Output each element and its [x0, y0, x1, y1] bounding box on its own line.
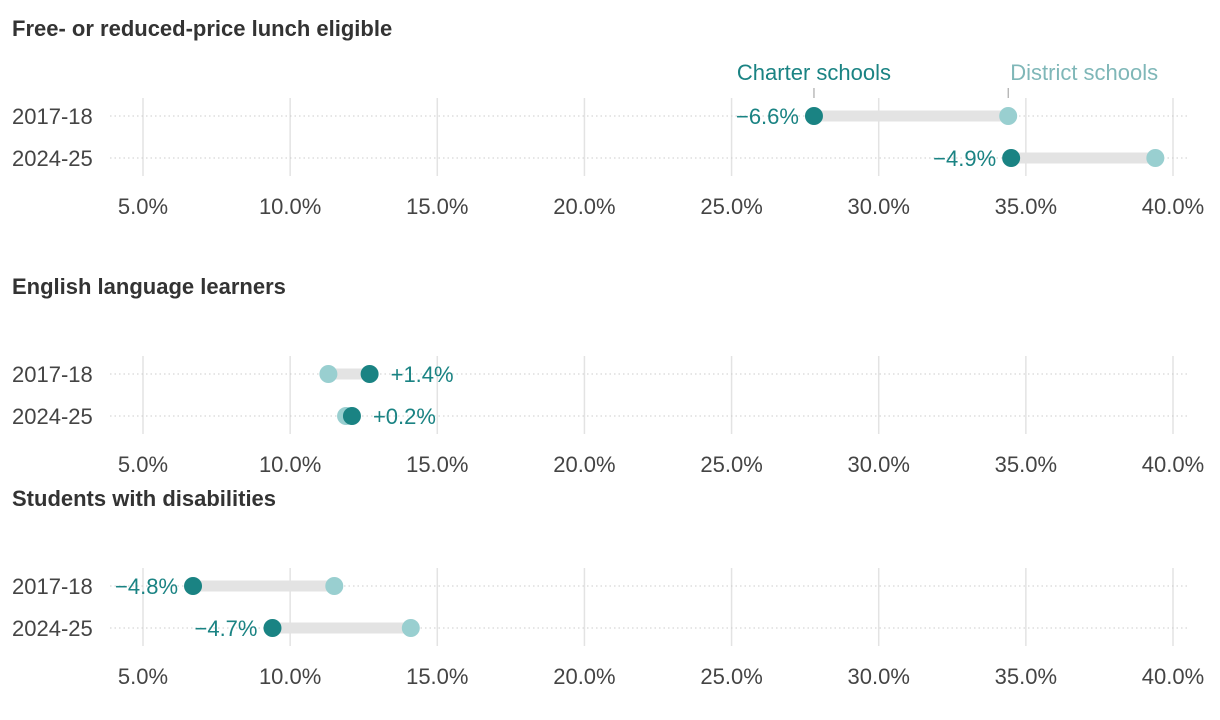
panel-2: English language learners 5.0% 10.0% 15.0% 2…: [12, 274, 1204, 477]
panel-1: Free- or reduced-price lunch eligible 5.0…: [12, 16, 1204, 219]
dumbbell-row: 2017-18 −4.8%: [12, 574, 344, 599]
row-label: 2017-18: [12, 362, 93, 387]
dumbbell-row: 2024-25 −4.9%: [12, 146, 1165, 171]
district-dot: [325, 577, 344, 595]
row-label: 2017-18: [12, 574, 93, 599]
x-tick-label: 25.0%: [700, 194, 762, 219]
x-tick-label: 20.0%: [553, 194, 615, 219]
x-tick-label: 35.0%: [995, 664, 1057, 689]
x-tick-label: 40.0%: [1142, 194, 1204, 219]
x-tick-label: 10.0%: [259, 664, 321, 689]
panel-title: English language learners: [12, 274, 286, 299]
x-tick-label: 5.0%: [118, 664, 168, 689]
dumbbell-row: 2024-25 −4.7%: [12, 616, 420, 641]
charter-dot: [263, 619, 282, 637]
charter-dot: [184, 577, 203, 595]
district-dot: [999, 107, 1018, 125]
x-tick-label: 20.0%: [553, 452, 615, 477]
legend: Charter schools District schools: [737, 60, 1158, 98]
charter-dot: [804, 107, 823, 125]
x-tick-label: 40.0%: [1142, 452, 1204, 477]
dumbbell-row: 2024-25 +0.2%: [12, 404, 436, 429]
difference-label: −4.8%: [115, 574, 178, 599]
x-tick-label: 30.0%: [848, 194, 910, 219]
x-tick-label: 40.0%: [1142, 664, 1204, 689]
dumbbell-row: 2017-18 −6.6%: [12, 104, 1018, 129]
dumbbell-row: 2017-18 +1.4%: [12, 362, 454, 387]
row-label: 2024-25: [12, 404, 93, 429]
difference-label: −4.7%: [194, 616, 257, 641]
x-tick-label: 10.0%: [259, 194, 321, 219]
x-tick-label: 20.0%: [553, 664, 615, 689]
x-tick-label: 15.0%: [406, 664, 468, 689]
difference-label: −6.6%: [736, 104, 799, 129]
panel-3: Students with disabilities 5.0% 10.0% 15.0%…: [12, 486, 1204, 689]
district-dot: [319, 365, 338, 383]
panel-title: Students with disabilities: [12, 486, 276, 511]
district-dot: [401, 619, 420, 637]
difference-label: +1.4%: [391, 362, 454, 387]
x-tick-label: 30.0%: [848, 664, 910, 689]
x-tick-label: 35.0%: [995, 194, 1057, 219]
difference-label: +0.2%: [373, 404, 436, 429]
district-dot: [1146, 149, 1165, 167]
x-tick-label: 15.0%: [406, 194, 468, 219]
row-label: 2024-25: [12, 616, 93, 641]
legend-charter-label: Charter schools: [737, 60, 891, 85]
charter-dot: [342, 407, 361, 425]
difference-label: −4.9%: [933, 146, 996, 171]
x-tick-label: 5.0%: [118, 194, 168, 219]
legend-district-label: District schools: [1010, 60, 1158, 85]
panel-title: Free- or reduced-price lunch eligible: [12, 16, 392, 41]
x-tick-label: 5.0%: [118, 452, 168, 477]
charter-dot: [360, 365, 379, 383]
charter-dot: [1002, 149, 1021, 167]
row-label: 2024-25: [12, 146, 93, 171]
row-label: 2017-18: [12, 104, 93, 129]
x-tick-label: 25.0%: [700, 664, 762, 689]
x-tick-label: 25.0%: [700, 452, 762, 477]
x-tick-label: 10.0%: [259, 452, 321, 477]
x-tick-label: 30.0%: [848, 452, 910, 477]
x-tick-label: 35.0%: [995, 452, 1057, 477]
x-tick-label: 15.0%: [406, 452, 468, 477]
